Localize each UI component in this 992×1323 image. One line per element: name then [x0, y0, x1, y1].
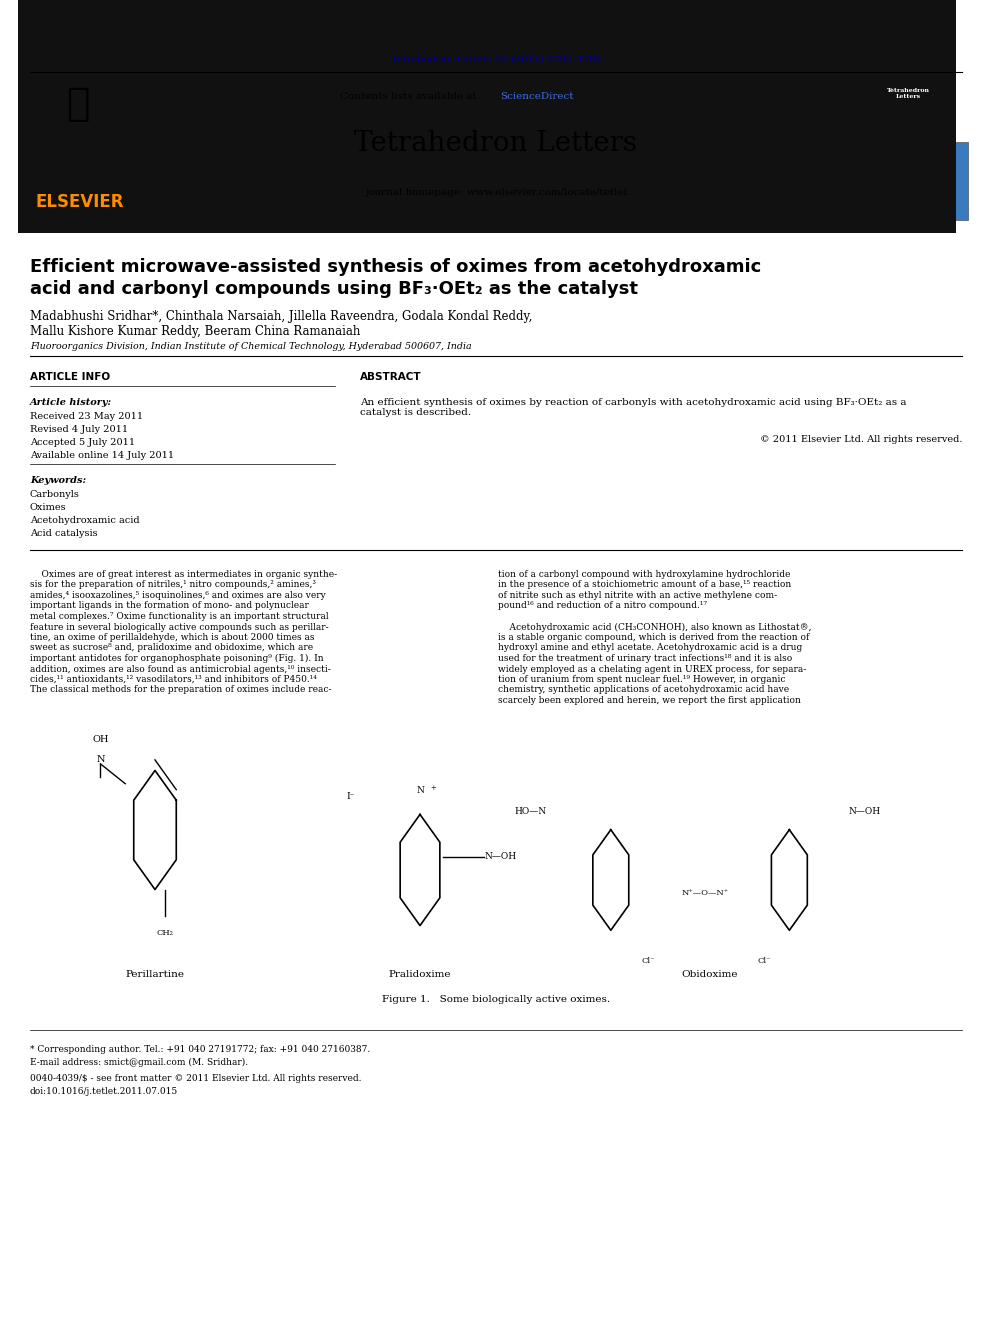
Text: tine, an oxime of perillaldehyde, which is about 2000 times as: tine, an oxime of perillaldehyde, which … — [30, 632, 314, 642]
FancyBboxPatch shape — [18, 78, 135, 218]
Text: Revised 4 July 2011: Revised 4 July 2011 — [30, 425, 128, 434]
Text: amides,⁴ isooxazolines,⁵ isoquinolines,⁶ and oximes are also very: amides,⁴ isooxazolines,⁵ isoquinolines,⁶… — [30, 591, 325, 601]
Text: Tetrahedron Letters 52 (2011) 4701–4704: Tetrahedron Letters 52 (2011) 4701–4704 — [391, 56, 601, 64]
Text: ABSTRACT: ABSTRACT — [360, 372, 422, 382]
Text: CH₂: CH₂ — [157, 929, 174, 937]
Text: journal homepage: www.elsevier.com/locate/tetlet: journal homepage: www.elsevier.com/locat… — [365, 188, 627, 197]
FancyBboxPatch shape — [18, 0, 956, 233]
Text: Pralidoxime: Pralidoxime — [389, 970, 451, 979]
Text: Acid catalysis: Acid catalysis — [30, 529, 97, 538]
Text: N—OH: N—OH — [849, 807, 881, 816]
Text: An efficient synthesis of oximes by reaction of carbonyls with acetohydroxamic a: An efficient synthesis of oximes by reac… — [360, 398, 907, 417]
Text: Accepted 5 July 2011: Accepted 5 July 2011 — [30, 438, 135, 447]
Text: Figure 1.   Some biologically active oximes.: Figure 1. Some biologically active oxime… — [382, 995, 610, 1004]
Text: Oximes are of great interest as intermediates in organic synthe-: Oximes are of great interest as intermed… — [30, 570, 337, 579]
Text: used for the treatment of urinary tract infections¹⁸ and it is also: used for the treatment of urinary tract … — [498, 654, 793, 663]
Text: addition, oximes are also found as antimicrobial agents,¹⁰ insecti-: addition, oximes are also found as antim… — [30, 664, 330, 673]
Text: pound¹⁶ and reduction of a nitro compound.¹⁷: pound¹⁶ and reduction of a nitro compoun… — [498, 602, 707, 610]
Text: scarcely been explored and herein, we report the first application: scarcely been explored and herein, we re… — [498, 696, 801, 705]
Text: feature in several biologically active compounds such as perillar-: feature in several biologically active c… — [30, 623, 328, 631]
Text: Received 23 May 2011: Received 23 May 2011 — [30, 411, 143, 421]
Text: Carbonyls: Carbonyls — [30, 490, 80, 499]
Text: ARTICLE INFO: ARTICLE INFO — [30, 372, 110, 382]
Text: widely employed as a chelating agent in UREX process, for separa-: widely employed as a chelating agent in … — [498, 664, 806, 673]
Text: Keywords:: Keywords: — [30, 476, 86, 486]
FancyBboxPatch shape — [848, 142, 968, 220]
Text: N: N — [416, 786, 424, 795]
Text: Article history:: Article history: — [30, 398, 112, 407]
Text: ELSEVIER: ELSEVIER — [36, 193, 124, 210]
Text: The classical methods for the preparation of oximes include reac-: The classical methods for the preparatio… — [30, 685, 331, 695]
Text: Tetrahedron
Letters: Tetrahedron Letters — [887, 89, 930, 99]
Text: Acetohydroxamic acid: Acetohydroxamic acid — [30, 516, 140, 525]
Text: Efficient microwave-assisted synthesis of oximes from acetohydroxamic: Efficient microwave-assisted synthesis o… — [30, 258, 761, 277]
Text: is a stable organic compound, which is derived from the reaction of: is a stable organic compound, which is d… — [498, 632, 809, 642]
Text: important ligands in the formation of mono- and polynuclear: important ligands in the formation of mo… — [30, 602, 309, 610]
Text: Available online 14 July 2011: Available online 14 July 2011 — [30, 451, 175, 460]
Polygon shape — [858, 149, 930, 210]
Text: Fluoroorganics Division, Indian Institute of Chemical Technology, Hyderabad 5006: Fluoroorganics Division, Indian Institut… — [30, 343, 471, 351]
Text: ScienceDirect: ScienceDirect — [500, 93, 573, 101]
Text: tion of a carbonyl compound with hydroxylamine hydrochloride: tion of a carbonyl compound with hydroxy… — [498, 570, 791, 579]
Text: E-mail address: smict@gmail.com (M. Sridhar).: E-mail address: smict@gmail.com (M. Srid… — [30, 1058, 248, 1068]
Text: Madabhushi Sridhar*, Chinthala Narsaiah, Jillella Raveendra, Godala Kondal Reddy: Madabhushi Sridhar*, Chinthala Narsaiah,… — [30, 310, 533, 323]
Text: Mallu Kishore Kumar Reddy, Beeram China Ramanaiah: Mallu Kishore Kumar Reddy, Beeram China … — [30, 325, 360, 337]
Text: metal complexes.⁷ Oxime functionality is an important structural: metal complexes.⁷ Oxime functionality is… — [30, 613, 328, 620]
Text: Tetrahedron Letters: Tetrahedron Letters — [354, 130, 638, 157]
Text: N⁺—O—N⁺: N⁺—O—N⁺ — [682, 889, 728, 897]
Text: * Corresponding author. Tel.: +91 040 27191772; fax: +91 040 27160387.: * Corresponding author. Tel.: +91 040 27… — [30, 1045, 370, 1054]
Text: of nitrite such as ethyl nitrite with an active methylene com-: of nitrite such as ethyl nitrite with an… — [498, 591, 777, 601]
Text: important antidotes for organophosphate poisoning⁹ (Fig. 1). In: important antidotes for organophosphate … — [30, 654, 323, 663]
Text: Cl⁻: Cl⁻ — [642, 957, 656, 964]
Text: tion of uranium from spent nuclear fuel.¹⁹ However, in organic: tion of uranium from spent nuclear fuel.… — [498, 675, 786, 684]
Text: 🌲: 🌲 — [66, 85, 89, 123]
Text: sweet as sucrose⁸ and, pralidoxime and obidoxime, which are: sweet as sucrose⁸ and, pralidoxime and o… — [30, 643, 313, 652]
Text: Contents lists available at: Contents lists available at — [340, 93, 480, 101]
Text: HO—N: HO—N — [514, 807, 547, 816]
Text: in the presence of a stoichiometric amount of a base,¹⁵ reaction: in the presence of a stoichiometric amou… — [498, 581, 792, 590]
Text: Perillartine: Perillartine — [126, 970, 185, 979]
Text: cides,¹¹ antioxidants,¹² vasodilators,¹³ and inhibitors of P450.¹⁴: cides,¹¹ antioxidants,¹² vasodilators,¹³… — [30, 675, 316, 684]
Text: acid and carbonyl compounds using BF₃·OEt₂ as the catalyst: acid and carbonyl compounds using BF₃·OE… — [30, 280, 638, 298]
Text: N—OH: N—OH — [484, 852, 517, 861]
Text: doi:10.1016/j.tetlet.2011.07.015: doi:10.1016/j.tetlet.2011.07.015 — [30, 1088, 179, 1095]
Text: I⁻: I⁻ — [346, 792, 355, 802]
Text: hydroxyl amine and ethyl acetate. Acetohydroxamic acid is a drug: hydroxyl amine and ethyl acetate. Acetoh… — [498, 643, 803, 652]
Text: Cl⁻: Cl⁻ — [758, 957, 772, 964]
Text: OH: OH — [92, 736, 109, 744]
Text: sis for the preparation of nitriles,¹ nitro compounds,² amines,³: sis for the preparation of nitriles,¹ ni… — [30, 581, 316, 590]
Text: N: N — [96, 755, 105, 763]
FancyBboxPatch shape — [148, 75, 692, 222]
Text: Acetohydroxamic acid (CH₃CONHOH), also known as Lithostat®,: Acetohydroxamic acid (CH₃CONHOH), also k… — [498, 623, 811, 631]
Text: 0040-4039/$ - see front matter © 2011 Elsevier Ltd. All rights reserved.: 0040-4039/$ - see front matter © 2011 El… — [30, 1074, 361, 1084]
Text: chemistry, synthetic applications of acetohydroxamic acid have: chemistry, synthetic applications of ace… — [498, 685, 789, 695]
Text: +: + — [430, 785, 435, 792]
Text: © 2011 Elsevier Ltd. All rights reserved.: © 2011 Elsevier Ltd. All rights reserved… — [760, 435, 962, 445]
Text: Obidoxime: Obidoxime — [682, 970, 738, 979]
Text: Oximes: Oximes — [30, 503, 66, 512]
